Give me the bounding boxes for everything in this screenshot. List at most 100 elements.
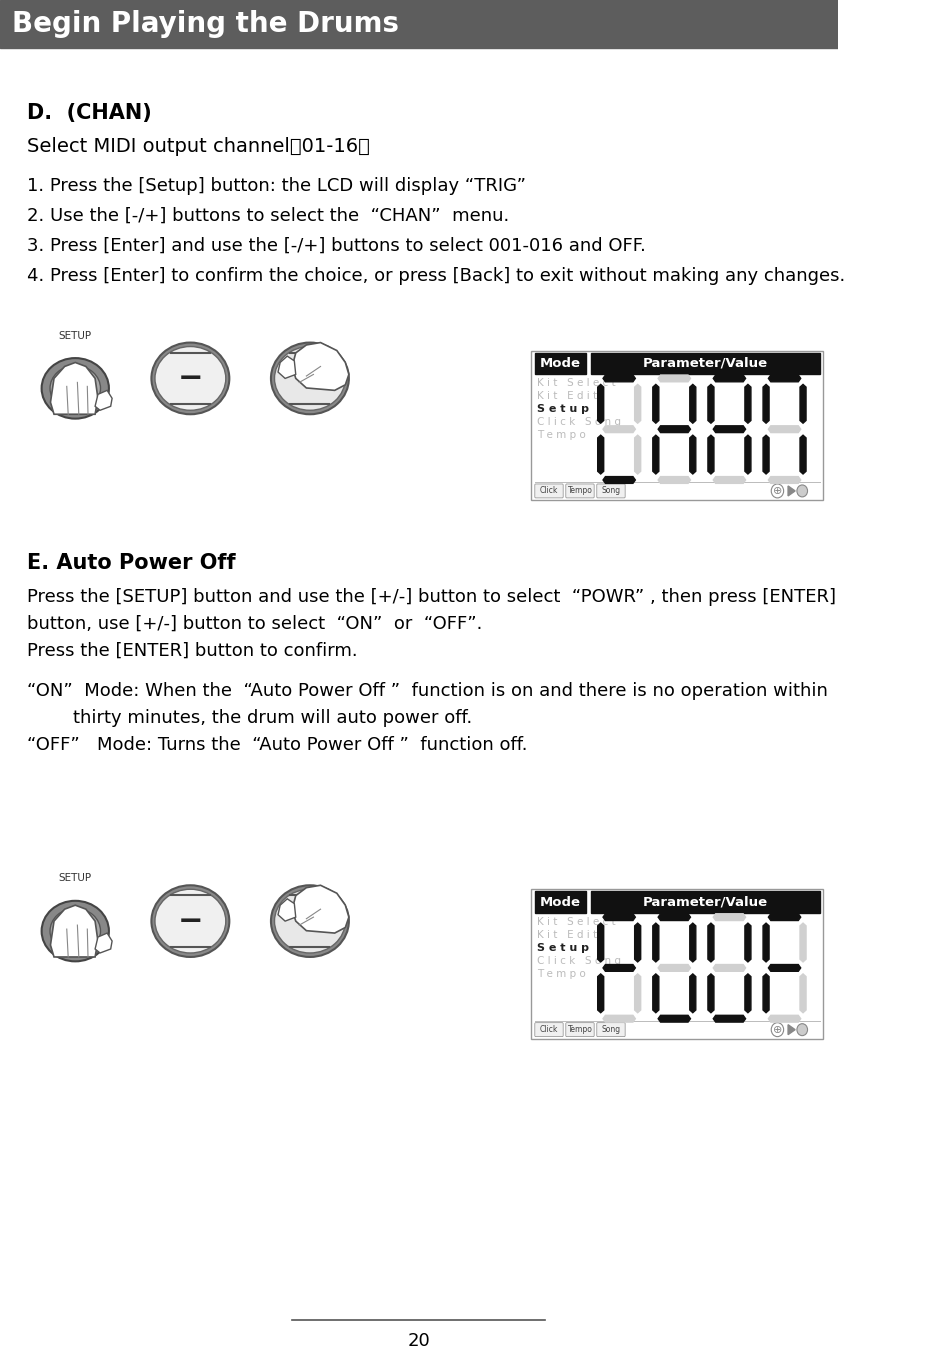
Polygon shape bbox=[745, 435, 751, 474]
Polygon shape bbox=[713, 1016, 745, 1022]
Text: 1. Press the [Setup] button: the LCD will display “TRIG”: 1. Press the [Setup] button: the LCD wil… bbox=[26, 177, 526, 195]
Text: D.  (CHAN): D. (CHAN) bbox=[26, 103, 151, 123]
Polygon shape bbox=[800, 385, 806, 424]
Polygon shape bbox=[653, 974, 658, 1013]
Polygon shape bbox=[768, 375, 800, 382]
Polygon shape bbox=[598, 385, 604, 424]
Polygon shape bbox=[690, 385, 696, 424]
Circle shape bbox=[771, 483, 783, 498]
Text: K i t   S e l e c t: K i t S e l e c t bbox=[536, 917, 615, 927]
Ellipse shape bbox=[274, 890, 345, 953]
Polygon shape bbox=[768, 964, 800, 971]
Polygon shape bbox=[50, 363, 98, 414]
Polygon shape bbox=[788, 1025, 796, 1034]
Text: ⊕: ⊕ bbox=[773, 1025, 782, 1034]
Polygon shape bbox=[708, 923, 714, 961]
Text: K i t   S e l e c t: K i t S e l e c t bbox=[536, 378, 615, 389]
Polygon shape bbox=[768, 914, 800, 921]
Text: −: − bbox=[178, 364, 203, 393]
Polygon shape bbox=[690, 435, 696, 474]
Circle shape bbox=[797, 485, 808, 497]
Polygon shape bbox=[658, 477, 691, 483]
Polygon shape bbox=[708, 385, 714, 424]
Text: 4. Press [Enter] to confirm the choice, or press [Back] to exit without making a: 4. Press [Enter] to confirm the choice, … bbox=[26, 267, 845, 284]
Text: Begin Playing the Drums: Begin Playing the Drums bbox=[12, 9, 399, 38]
Text: 20: 20 bbox=[408, 1332, 430, 1350]
Circle shape bbox=[771, 1022, 783, 1037]
Polygon shape bbox=[713, 425, 745, 432]
Text: 2. Use the [-/+] buttons to select the  “CHAN”  menu.: 2. Use the [-/+] buttons to select the “… bbox=[26, 207, 509, 225]
Polygon shape bbox=[658, 914, 691, 921]
Text: Press the [ENTER] button to confirm.: Press the [ENTER] button to confirm. bbox=[26, 642, 358, 659]
Polygon shape bbox=[713, 477, 745, 483]
Circle shape bbox=[797, 1024, 808, 1036]
Text: S e t u p: S e t u p bbox=[536, 405, 588, 414]
Text: thirty minutes, the drum will auto power off.: thirty minutes, the drum will auto power… bbox=[26, 709, 472, 727]
Text: C l i c k   S o n g: C l i c k S o n g bbox=[536, 417, 621, 428]
Ellipse shape bbox=[271, 343, 349, 414]
Ellipse shape bbox=[271, 886, 349, 957]
Polygon shape bbox=[690, 923, 696, 961]
Polygon shape bbox=[745, 974, 751, 1013]
Polygon shape bbox=[763, 385, 769, 424]
Text: SETUP: SETUP bbox=[59, 873, 92, 883]
Polygon shape bbox=[800, 923, 806, 961]
Ellipse shape bbox=[155, 890, 226, 953]
Ellipse shape bbox=[155, 347, 226, 410]
Polygon shape bbox=[768, 477, 800, 483]
Polygon shape bbox=[800, 974, 806, 1013]
Text: 3. Press [Enter] and use the [-/+] buttons to select 001-016 and OFF.: 3. Press [Enter] and use the [-/+] butto… bbox=[26, 237, 645, 255]
Polygon shape bbox=[50, 906, 98, 957]
Text: Song: Song bbox=[602, 1025, 621, 1034]
Text: S e t u p: S e t u p bbox=[536, 942, 588, 953]
Ellipse shape bbox=[42, 900, 109, 961]
Text: SETUP: SETUP bbox=[59, 330, 92, 341]
FancyBboxPatch shape bbox=[534, 1022, 563, 1037]
Polygon shape bbox=[292, 343, 349, 390]
Text: Tempo: Tempo bbox=[568, 486, 592, 496]
Polygon shape bbox=[658, 1016, 691, 1022]
Ellipse shape bbox=[50, 909, 100, 953]
FancyBboxPatch shape bbox=[566, 483, 594, 498]
Bar bbox=[534, 891, 587, 913]
Ellipse shape bbox=[58, 372, 93, 405]
Polygon shape bbox=[690, 974, 696, 1013]
Polygon shape bbox=[603, 964, 636, 971]
Polygon shape bbox=[788, 486, 796, 496]
Polygon shape bbox=[745, 385, 751, 424]
Ellipse shape bbox=[58, 915, 93, 946]
Text: ⊕: ⊕ bbox=[773, 486, 782, 496]
Ellipse shape bbox=[50, 366, 100, 412]
Text: Parameter/Value: Parameter/Value bbox=[643, 896, 768, 909]
FancyBboxPatch shape bbox=[534, 483, 563, 498]
Polygon shape bbox=[635, 435, 640, 474]
Text: Tempo: Tempo bbox=[568, 1025, 592, 1034]
Polygon shape bbox=[598, 923, 604, 961]
Polygon shape bbox=[96, 390, 112, 410]
Bar bbox=[591, 891, 820, 913]
Text: Click: Click bbox=[540, 1025, 558, 1034]
FancyBboxPatch shape bbox=[566, 1022, 594, 1037]
Ellipse shape bbox=[151, 343, 229, 414]
FancyBboxPatch shape bbox=[597, 1022, 625, 1037]
Text: “OFF”   Mode: Turns the  “Auto Power Off ”  function off.: “OFF” Mode: Turns the “Auto Power Off ” … bbox=[26, 737, 527, 754]
Ellipse shape bbox=[274, 347, 345, 410]
Polygon shape bbox=[598, 974, 604, 1013]
Polygon shape bbox=[603, 477, 636, 483]
Polygon shape bbox=[658, 425, 691, 432]
Polygon shape bbox=[292, 886, 349, 933]
Polygon shape bbox=[708, 974, 714, 1013]
Ellipse shape bbox=[151, 886, 229, 957]
Polygon shape bbox=[763, 974, 769, 1013]
Polygon shape bbox=[658, 964, 691, 971]
Text: Mode: Mode bbox=[540, 896, 581, 909]
Polygon shape bbox=[800, 435, 806, 474]
Polygon shape bbox=[768, 425, 800, 432]
Text: −: − bbox=[178, 907, 203, 936]
Text: K i t   E d i t: K i t E d i t bbox=[536, 391, 597, 401]
Polygon shape bbox=[96, 933, 112, 953]
Text: Song: Song bbox=[602, 486, 621, 496]
Polygon shape bbox=[653, 923, 658, 961]
Polygon shape bbox=[658, 375, 691, 382]
Text: T e m p o: T e m p o bbox=[536, 431, 586, 440]
